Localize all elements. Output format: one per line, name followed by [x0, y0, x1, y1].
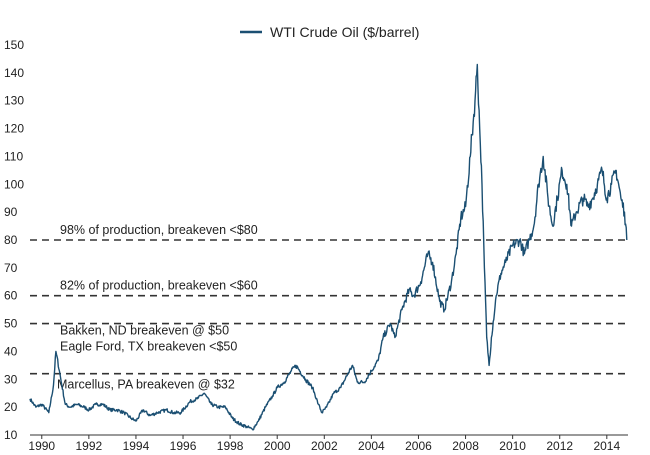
reference-annotation: Bakken, ND breakeven @ $50 — [60, 324, 229, 338]
reference-annotation: 82% of production, breakeven <$60 — [60, 279, 258, 293]
y-tick-label: 50 — [4, 317, 18, 331]
x-tick-label: 2006 — [405, 439, 432, 453]
y-tick-label: 80 — [4, 233, 18, 247]
x-tick-label: 2014 — [593, 439, 620, 453]
y-tick-label: 60 — [4, 289, 18, 303]
y-tick-label: 40 — [4, 344, 18, 358]
y-tick-label: 130 — [4, 94, 24, 108]
y-tick-label: 150 — [4, 38, 24, 52]
axes: 10 20 30 40 50 60 70 80 90 100 110 120 130 140 150 1990… — [4, 38, 628, 453]
reference-annotation: Eagle Ford, TX breakeven <$50 — [60, 340, 237, 354]
reference-annotation: 98% of production, breakeven <$80 — [60, 223, 258, 237]
y-tick-label: 120 — [4, 122, 24, 136]
y-tick-label: 100 — [4, 177, 24, 191]
reference-lines: 98% of production, breakeven <$80 82% of … — [30, 223, 628, 392]
y-tick-label: 10 — [4, 428, 18, 442]
reference-annotation: Marcellus, PA breakeven @ $32 — [57, 378, 235, 392]
y-tick-label: 90 — [4, 205, 18, 219]
y-tick-label: 140 — [4, 66, 24, 80]
x-tick-label: 1998 — [217, 439, 244, 453]
x-tick-label: 1992 — [76, 439, 103, 453]
legend-label: WTI Crude Oil ($/barrel) — [270, 24, 419, 40]
x-tick-label: 1990 — [28, 439, 55, 453]
series-line-wti — [29, 63, 628, 431]
y-tick-label: 70 — [4, 261, 18, 275]
x-tick-label: 2000 — [264, 439, 291, 453]
x-tick-label: 2008 — [452, 439, 479, 453]
y-tick-label: 20 — [4, 400, 18, 414]
x-tick-label: 2004 — [358, 439, 385, 453]
legend: WTI Crude Oil ($/barrel) — [240, 24, 419, 40]
y-tick-label: 30 — [4, 372, 18, 386]
x-tick-label: 2012 — [546, 439, 573, 453]
series-layer — [29, 63, 628, 431]
x-tick-label: 2010 — [499, 439, 526, 453]
x-tick-label: 2002 — [311, 439, 338, 453]
x-tick-label: 1994 — [123, 439, 150, 453]
x-tick-label: 1996 — [170, 439, 197, 453]
y-tick-label: 110 — [4, 149, 23, 163]
